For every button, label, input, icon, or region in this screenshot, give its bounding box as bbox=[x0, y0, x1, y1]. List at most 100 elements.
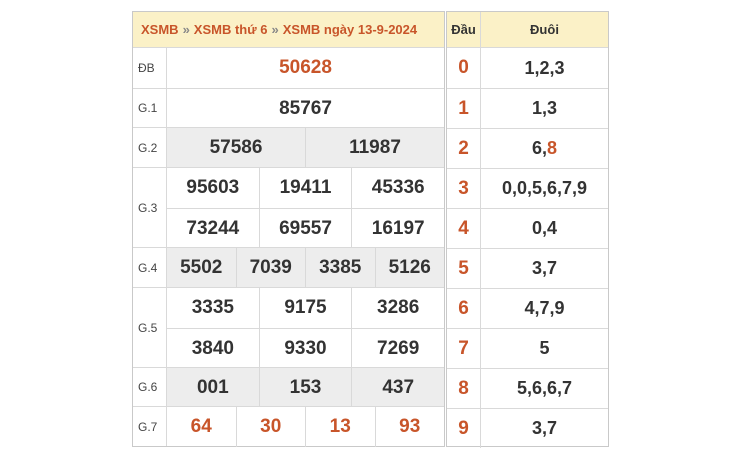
prize-number: 16197 bbox=[351, 209, 444, 248]
duoi-text: 0,0,5,6,7,9 bbox=[501, 178, 588, 198]
prize-label: ĐB bbox=[133, 48, 167, 88]
prize-number: 45336 bbox=[351, 168, 444, 208]
prize-number: 001 bbox=[196, 376, 229, 398]
dau-duoi-table: Đầu Đuôi 0 1,2,3 1 1,3 2 6, 8 3 0,0,5,6,7,9 4 0,4 5… bbox=[446, 11, 609, 448]
prize-number: 64 bbox=[190, 416, 212, 437]
prize-number: 13 bbox=[305, 407, 375, 447]
duoi-highlight: 8 bbox=[547, 138, 558, 158]
prize-row: ĐB 50628 bbox=[133, 48, 444, 88]
prize-line: 85767 bbox=[167, 89, 444, 128]
breadcrumb-link-xsmb-thu-6[interactable]: XSMB thứ 6 bbox=[193, 22, 268, 37]
prize-line: 3335 9175 3286 bbox=[167, 288, 444, 328]
prize-numbers: 95603 19411 45336 73244 69557 16197 bbox=[167, 168, 444, 248]
prize-number: 3335 bbox=[191, 297, 234, 318]
dau-duoi-header: Đầu Đuôi bbox=[447, 12, 608, 48]
duoi-digits: 6, 8 bbox=[481, 129, 608, 168]
duoi-digits: 5,6,6,7 bbox=[481, 369, 608, 408]
duoi-digits: 5 bbox=[481, 329, 608, 368]
prize-number: 9175 bbox=[258, 288, 352, 328]
prize-label: G.1 bbox=[133, 89, 167, 127]
prize-numbers: 85767 bbox=[167, 89, 444, 127]
duoi-text: 1,2,3 bbox=[524, 57, 565, 78]
dau-digit: 1 bbox=[447, 89, 481, 128]
prize-row: G.3 95603 19411 45336 73244 69557 16197 bbox=[133, 167, 444, 248]
prize-label: G.7 bbox=[133, 407, 167, 446]
prize-number: 5126 bbox=[374, 248, 445, 288]
dau-duoi-row: 6 4,7,9 bbox=[447, 288, 608, 328]
prize-number: 95603 bbox=[186, 177, 240, 198]
dau-digit: 9 bbox=[447, 409, 481, 448]
prize-number: 19411 bbox=[258, 168, 352, 208]
dau-duoi-row: 1 1,3 bbox=[447, 88, 608, 128]
prize-label: G.3 bbox=[133, 168, 167, 247]
prize-row: G.5 3335 9175 3286 3840 9330 7269 bbox=[133, 287, 444, 368]
prize-row: G.4 5502 7039 3385 5126 bbox=[133, 247, 444, 288]
dau-digit: 3 bbox=[447, 169, 481, 208]
prize-number: 3385 bbox=[305, 248, 375, 288]
prize-number: 30 bbox=[235, 407, 306, 447]
prize-number: 7039 bbox=[235, 248, 306, 288]
dau-digit: 7 bbox=[447, 329, 481, 368]
prize-number: 5502 bbox=[180, 257, 223, 278]
prize-line: 57586 11987 bbox=[167, 128, 444, 168]
prize-number: 3840 bbox=[191, 337, 234, 359]
duoi-text: 5,6,6,7 bbox=[516, 378, 573, 398]
prize-row: G.6 001 153 437 bbox=[133, 367, 444, 407]
prize-line: 5502 7039 3385 5126 bbox=[167, 248, 444, 288]
dau-duoi-row: 5 3,7 bbox=[447, 248, 608, 288]
duoi-text: 3,7 bbox=[531, 258, 558, 278]
prize-numbers: 001 153 437 bbox=[167, 368, 444, 407]
duoi-digits: 1,3 bbox=[481, 89, 608, 128]
duoi-text: 6, bbox=[531, 138, 547, 158]
prize-number: 9330 bbox=[258, 329, 352, 368]
dau-digit: 8 bbox=[447, 369, 481, 408]
prize-numbers: 50628 bbox=[167, 48, 444, 88]
prize-label: G.4 bbox=[133, 248, 167, 287]
duoi-text: 4,7,9 bbox=[524, 298, 565, 318]
prize-label: G.6 bbox=[133, 368, 167, 406]
prize-row: G.2 57586 11987 bbox=[133, 127, 444, 168]
dau-header: Đầu bbox=[447, 12, 481, 47]
duoi-digits: 0,4 bbox=[481, 209, 608, 248]
duoi-text: 1,3 bbox=[531, 98, 558, 118]
prize-line: 73244 69557 16197 bbox=[167, 208, 444, 248]
duoi-header: Đuôi bbox=[530, 22, 559, 37]
duoi-digits: 3,7 bbox=[481, 409, 608, 448]
dau-duoi-row: 3 0,0,5,6,7,9 bbox=[447, 168, 608, 208]
prize-numbers: 64 30 13 93 bbox=[167, 407, 444, 447]
prize-line: 50628 bbox=[167, 48, 444, 88]
breadcrumb-separator: » bbox=[182, 22, 190, 37]
prize-number: 93 bbox=[374, 407, 445, 447]
prize-line: 001 153 437 bbox=[167, 368, 444, 407]
dau-duoi-row: 8 5,6,6,7 bbox=[447, 368, 608, 408]
breadcrumb-link-xsmb-ngay[interactable]: XSMB ngày 13-9-2024 bbox=[282, 22, 418, 37]
dau-duoi-row: 4 0,4 bbox=[447, 208, 608, 248]
prize-number: 50628 bbox=[279, 57, 332, 78]
prize-numbers: 3335 9175 3286 3840 9330 7269 bbox=[167, 288, 444, 368]
prize-number: 153 bbox=[258, 368, 352, 407]
prize-label: G.2 bbox=[133, 128, 167, 167]
prize-row: G.1 85767 bbox=[133, 88, 444, 127]
dau-digit: 6 bbox=[447, 289, 481, 328]
prize-number: 7269 bbox=[351, 329, 444, 368]
breadcrumb-link-xsmb[interactable]: XSMB bbox=[141, 22, 179, 37]
prize-number: 3286 bbox=[351, 288, 444, 328]
dau-digit: 2 bbox=[447, 129, 481, 168]
prize-line: 95603 19411 45336 bbox=[167, 168, 444, 208]
results-table: XSMB » XSMB thứ 6 » XSMB ngày 13-9-2024 … bbox=[132, 11, 445, 447]
dau-digit: 5 bbox=[447, 249, 481, 288]
prize-line: 3840 9330 7269 bbox=[167, 328, 444, 368]
prize-number: 57586 bbox=[209, 137, 263, 158]
breadcrumb-separator: » bbox=[271, 22, 279, 37]
duoi-digits: 0,0,5,6,7,9 bbox=[481, 169, 608, 208]
prize-row: G.7 64 30 13 93 bbox=[133, 406, 444, 447]
duoi-text: 3,7 bbox=[531, 418, 558, 438]
prize-number: 73244 bbox=[186, 217, 240, 239]
dau-duoi-row: 9 3,7 bbox=[447, 408, 608, 448]
duoi-text: 0,4 bbox=[531, 218, 558, 238]
prize-number: 437 bbox=[351, 368, 444, 407]
duoi-text: 5 bbox=[539, 338, 550, 358]
duoi-digits: 3,7 bbox=[481, 249, 608, 288]
prize-line: 64 30 13 93 bbox=[167, 407, 444, 447]
